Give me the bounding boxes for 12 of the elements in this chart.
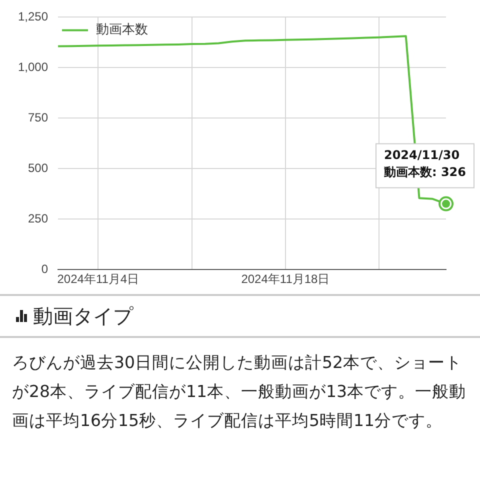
y-tick-label: 1,000 [18,60,48,74]
x-tick-label: 2024年11月18日 [241,272,330,286]
y-tick-label: 750 [28,110,48,124]
text: 動画タイプ [33,302,133,330]
y-tick-label: 0 [41,262,48,276]
text: ろびんが過去30日間に公開した動画は計52本で、ショートが28本、ライブ配信が11本、一般動画が13本です。一般動画は平均16分15秒、ライブ配信は平均5時間11分です。 [11,352,467,432]
y-tick-label: 250 [28,211,48,226]
legend-label: 動画本数 [96,22,148,38]
y-tick-label: 500 [28,160,48,175]
y-tick-label: 1,250 [18,10,48,24]
x-tick-label: 2024年11月4日 [57,272,140,286]
annotation: 2024/11/30 動画本数: 326 [382,148,466,179]
